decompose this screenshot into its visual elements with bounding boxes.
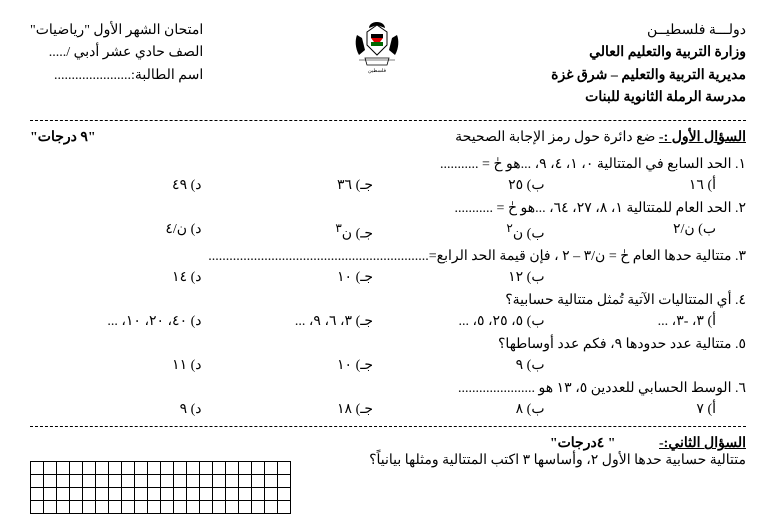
q2-title: السؤال الثاني:- xyxy=(659,436,746,451)
q1-3: ٣. متتالية حدها العام حٰ = ن/٣ – ٢ ، فإن… xyxy=(30,248,746,265)
divider-2 xyxy=(30,426,746,427)
q2-text: متتالية حسابية حدها الأول ٢، وأساسها ٣ ا… xyxy=(330,452,746,469)
q1-5: ٥. متتالية عدد حدودها ٩، فكم عدد أوساطها… xyxy=(30,336,746,353)
q1-6-d: د) ٩ xyxy=(30,401,202,418)
q1-4-d: د) ٤٠، ٢٠، ١٠، ... xyxy=(30,313,202,330)
state-name: دولـــة فلسطيــن xyxy=(551,20,746,42)
divider xyxy=(30,120,746,121)
student-name: اسم الطالبة:...................... xyxy=(30,65,203,87)
q1-4-b: ب) ٥، ٢٥، ٥، ... xyxy=(373,313,545,330)
q1-5-d: د) ١١ xyxy=(30,357,202,374)
q1-6: ٦. الوسط الحسابي للعددين ٥، ١٣ هو ......… xyxy=(30,380,746,397)
q1-5-a xyxy=(545,357,717,374)
emblem-icon: فلسطين xyxy=(347,20,407,80)
q1-2-d: د) ن/٤ xyxy=(30,221,202,243)
directorate: مديرية التربية والتعليم – شرق غزة xyxy=(551,65,746,87)
svg-text:فلسطين: فلسطين xyxy=(368,68,387,74)
q1-2-b: ب) ن٢ xyxy=(373,221,545,243)
q1-1: ١. الحد السابع في المتتالية ٠، ١، ٤، ٩، … xyxy=(30,156,746,173)
ministry: وزارة التربية والتعليم العالي xyxy=(551,42,746,64)
q1-5-b: ب) ٩ xyxy=(373,357,545,374)
q1-instr: ضع دائرة حول رمز الإجابة الصحيحة xyxy=(455,130,655,145)
q1-2-a: ب) ن/٢ xyxy=(545,221,717,243)
q1-1-a: أ) ١٦ xyxy=(545,177,717,194)
graph-grid xyxy=(30,461,290,513)
q1-2-c: جـ) ن٣ xyxy=(202,221,374,243)
q1-1-b: ب) ٢٥ xyxy=(373,177,545,194)
q1-5-c: جـ) ١٠ xyxy=(202,357,374,374)
school: مدرسة الرملة الثانوية للبنات xyxy=(551,87,746,109)
q1-6-a: أ) ٧ xyxy=(545,401,717,418)
q1-3-b: ب) ١٢ xyxy=(373,269,545,286)
q1-3-c: جـ) ١٠ xyxy=(202,269,374,286)
q1-4-a: أ) ٣، -٣، ... xyxy=(545,313,717,330)
q1-marks: "٩ درجات" xyxy=(30,129,96,146)
q1-6-b: ب) ٨ xyxy=(373,401,545,418)
grade: الصف حادي عشر أدبي /..... xyxy=(30,42,203,64)
q1-1-c: جـ) ٣٦ xyxy=(202,177,374,194)
q1-title: السؤال الأول :- xyxy=(659,130,746,145)
q1-2: ٢. الحد العام للمتتالية ١، ٨، ٢٧، ٦٤، ..… xyxy=(30,200,746,217)
q1-3-a xyxy=(545,269,717,286)
q1-3-d: د) ١٤ xyxy=(30,269,202,286)
q1-4: ٤. أي المتتاليات الآتية تُمثل متتالية حس… xyxy=(30,292,746,309)
q2-marks: " ٤درجات" xyxy=(550,436,616,451)
q1-4-c: جـ) ٣، ٦، ٩، ... xyxy=(202,313,374,330)
exam-title: امتحان الشهر الأول "رياضيات" xyxy=(30,20,203,42)
q1-6-c: جـ) ١٨ xyxy=(202,401,374,418)
q1-1-d: د) ٤٩ xyxy=(30,177,202,194)
